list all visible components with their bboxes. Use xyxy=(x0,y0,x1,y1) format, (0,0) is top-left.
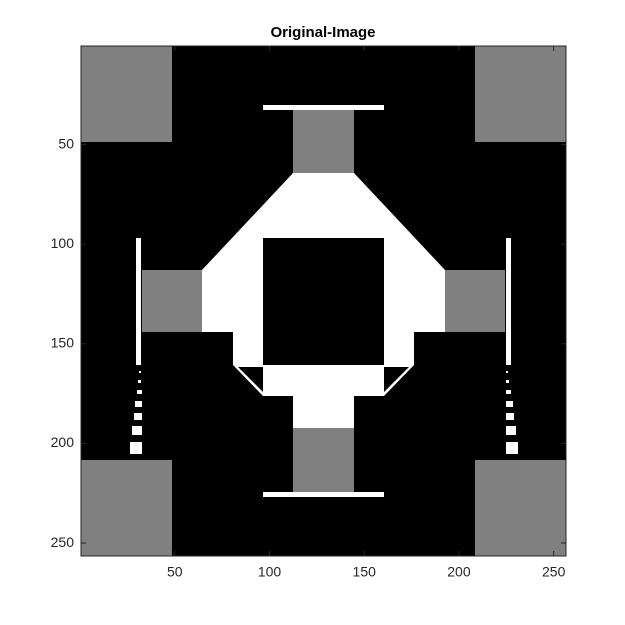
x-tick-label: 50 xyxy=(167,564,183,580)
gray-corner xyxy=(475,46,566,142)
y-tick-label: 200 xyxy=(51,434,75,450)
gray-square xyxy=(445,270,505,332)
gray-square xyxy=(142,270,202,332)
dots-left xyxy=(130,371,142,454)
gray-square xyxy=(293,110,354,173)
x-tick-label: 250 xyxy=(542,564,566,580)
y-tick-label: 100 xyxy=(51,235,75,251)
black-square xyxy=(263,238,384,365)
y-tick-label: 250 xyxy=(51,534,75,550)
chart-title: Original-Image xyxy=(270,24,375,41)
gray-corner xyxy=(81,460,172,556)
black-triangle xyxy=(238,367,263,392)
x-tick-label: 100 xyxy=(258,564,282,580)
gray-corner xyxy=(81,46,172,142)
x-tick-label: 150 xyxy=(353,564,377,580)
x-tick-label: 200 xyxy=(447,564,471,580)
image xyxy=(81,46,566,556)
y-tick-label: 150 xyxy=(51,335,75,351)
gray-corner xyxy=(475,460,566,556)
white-bar xyxy=(136,238,141,365)
gray-square xyxy=(293,428,354,492)
white-bar xyxy=(263,492,384,497)
white-bar xyxy=(263,105,384,110)
axes-box xyxy=(80,45,567,557)
black-triangle xyxy=(384,367,409,392)
white-bar xyxy=(506,238,511,365)
y-tick-label: 50 xyxy=(58,135,74,151)
dots-right xyxy=(506,371,518,454)
